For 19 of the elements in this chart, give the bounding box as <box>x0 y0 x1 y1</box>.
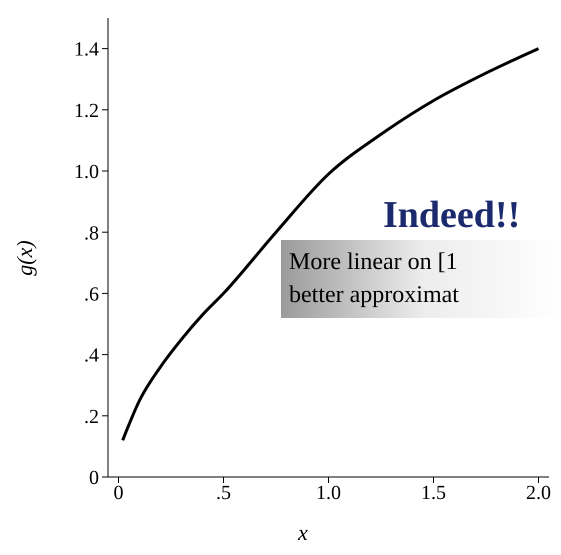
y-tick-label: .4 <box>84 344 99 367</box>
line-series <box>121 47 540 442</box>
x-tick-label: .5 <box>216 482 231 504</box>
y-tick-label: 1.0 <box>74 161 99 184</box>
annotation: Indeed!! <box>383 193 520 237</box>
y-tick-label: .8 <box>84 222 99 244</box>
y-tick-label: 1.2 <box>74 100 99 122</box>
y-axis-title: g(x) <box>12 240 38 276</box>
y-tick-label: .2 <box>84 406 99 428</box>
x-tick-label: 1.5 <box>421 482 446 504</box>
x-axis-title: x <box>298 520 308 546</box>
y-tick-label: .6 <box>84 284 99 306</box>
x-tick-label: 0 <box>114 482 124 504</box>
x-tick-label: 2.0 <box>526 482 551 504</box>
x-tick-label: 1.0 <box>316 482 341 504</box>
y-tick-label: 0 <box>89 467 99 490</box>
annotation: More linear on [1 <box>289 248 459 277</box>
annotation: better approximat <box>289 281 460 310</box>
y-tick-label: 1.4 <box>74 38 99 61</box>
